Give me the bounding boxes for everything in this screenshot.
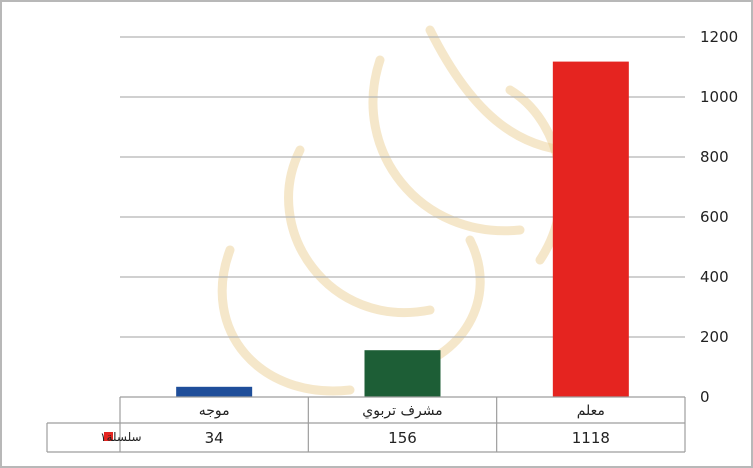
bars: [176, 61, 629, 397]
data-value-label: 34: [205, 429, 224, 447]
bar: [364, 350, 441, 397]
y-tick-label: 600: [700, 208, 729, 226]
data-table: موجه 34 مشرف تربوي 156 معلم 1118 سلسلة١: [46, 396, 686, 453]
bar: [176, 386, 253, 397]
y-axis-ticks: 0 200 400 600 800 1000 1200: [700, 28, 738, 406]
data-value-label: 1118: [572, 429, 610, 447]
category-label: موجه: [199, 403, 230, 419]
category-label: مشرف تربوي: [362, 403, 442, 419]
y-tick-label: 1000: [700, 88, 738, 106]
y-tick-label: 800: [700, 148, 729, 166]
y-tick-label: 0: [700, 388, 710, 406]
category-label: معلم: [577, 403, 605, 419]
y-tick-label: 400: [700, 268, 729, 286]
legend-swatch: [104, 432, 113, 441]
y-tick-label: 200: [700, 328, 729, 346]
bar: [552, 61, 629, 397]
legend-series-name: سلسلة١: [100, 430, 142, 444]
data-value-label: 156: [388, 429, 417, 447]
y-tick-label: 1200: [700, 28, 738, 46]
